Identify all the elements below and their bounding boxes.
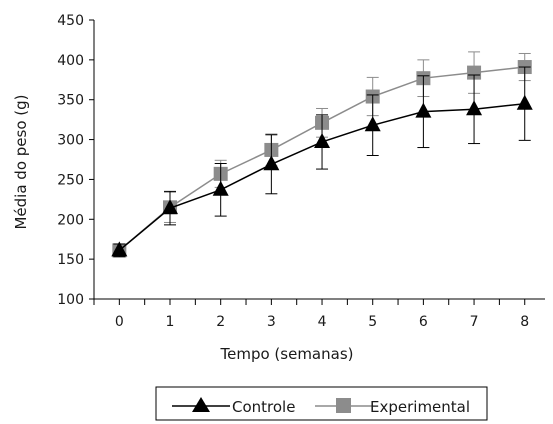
legend-marker-controle (192, 397, 210, 412)
axes (93, 20, 545, 300)
x-tick-label: 7 (470, 314, 479, 330)
x-tick-label: 5 (368, 314, 377, 330)
data-point-experimental (467, 65, 482, 80)
y-ticks: 100 150 200 250 300 350 400 450 (57, 13, 94, 308)
y-tick-label: 100 (57, 292, 84, 308)
x-ticks: 0 1 2 3 4 5 6 7 8 (93, 299, 529, 330)
legend-marker-experimental (336, 398, 351, 413)
x-tick-label: 0 (115, 314, 124, 330)
x-tick-label: 8 (520, 314, 529, 330)
x-tick-label: 4 (318, 314, 327, 330)
plot-area (111, 51, 533, 258)
legend: Controle Experimental (155, 386, 488, 421)
y-tick-label: 350 (57, 93, 84, 109)
y-tick-label: 300 (57, 133, 84, 149)
data-point-controle (212, 180, 229, 196)
y-axis-title: Média do peso (g) (12, 94, 30, 229)
data-point-controle (364, 116, 381, 132)
data-point-controle (162, 199, 179, 215)
legend-box (155, 386, 488, 421)
x-tick-label: 6 (419, 314, 428, 330)
x-tick-label: 2 (216, 314, 225, 330)
data-point-controle (111, 241, 128, 257)
y-tick-label: 200 (57, 212, 84, 228)
y-tick-label: 400 (57, 53, 84, 69)
y-tick-label: 150 (57, 252, 84, 268)
data-point-controle (263, 155, 280, 171)
data-point-controle (415, 102, 432, 118)
x-tick-label: 3 (267, 314, 276, 330)
data-point-controle (516, 94, 533, 110)
legend-label-experimental: Experimental (370, 398, 470, 416)
y-tick-label: 250 (57, 172, 84, 188)
legend-label-controle: Controle (232, 398, 295, 416)
data-point-controle (314, 132, 331, 148)
x-tick-label: 1 (166, 314, 175, 330)
x-axis-title: Tempo (semanas) (220, 345, 354, 363)
data-point-controle (466, 100, 483, 116)
y-tick-label: 450 (57, 13, 84, 29)
series-controle (111, 66, 533, 258)
